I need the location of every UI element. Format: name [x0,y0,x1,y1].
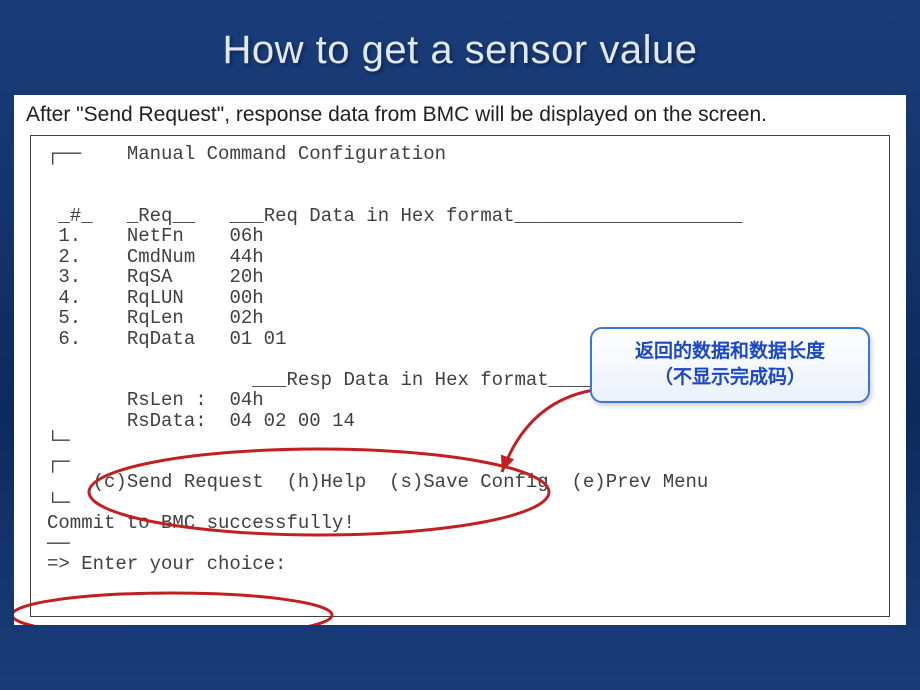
callout-line1: 返回的数据和数据长度 [635,339,825,365]
commit-line: Commit to BMC successfully! [47,512,355,534]
row-val: 44h [229,246,263,268]
row-n: 5. [58,307,81,329]
row-n: 3. [58,266,81,288]
intro-text: After "Send Request", response data from… [26,101,894,133]
row-n: 6. [58,328,81,350]
row-n: 2. [58,246,81,268]
term-header: Manual Command Configuration [127,143,446,165]
resp-label: RsData: [127,410,207,432]
row-val: 20h [229,266,263,288]
row-req: CmdNum [127,246,195,268]
resp-val: 04h [229,389,263,411]
slide-title: How to get a sensor value [0,0,920,95]
row-val: 06h [229,225,263,247]
row-n: 4. [58,287,81,309]
resp-val: 04 02 00 14 [229,410,354,432]
resp-label: RsLen : [127,389,207,411]
row-req: NetFn [127,225,184,247]
term-top-left: ┌── [47,143,127,165]
row-val: 01 01 [229,328,286,350]
callout-line2: （不显示完成码） [654,365,806,391]
col-num: _#_ [58,205,92,227]
prompt-line: => Enter your choice: [47,553,286,575]
col-req: _Req__ [127,205,195,227]
content-box: After "Send Request", response data from… [14,95,906,625]
row-req: RqLUN [127,287,184,309]
row-req: RqSA [127,266,173,288]
row-req: RqData [127,328,195,350]
row-n: 1. [58,225,81,247]
row-val: 02h [229,307,263,329]
callout-bubble: 返回的数据和数据长度 （不显示完成码） [590,327,870,403]
row-req: RqLen [127,307,184,329]
menu-line: (c)Send Request (h)Help (s)Save Config (… [93,471,709,493]
col-data: ___Req Data in Hex format_______________… [229,205,742,227]
row-val: 00h [229,287,263,309]
